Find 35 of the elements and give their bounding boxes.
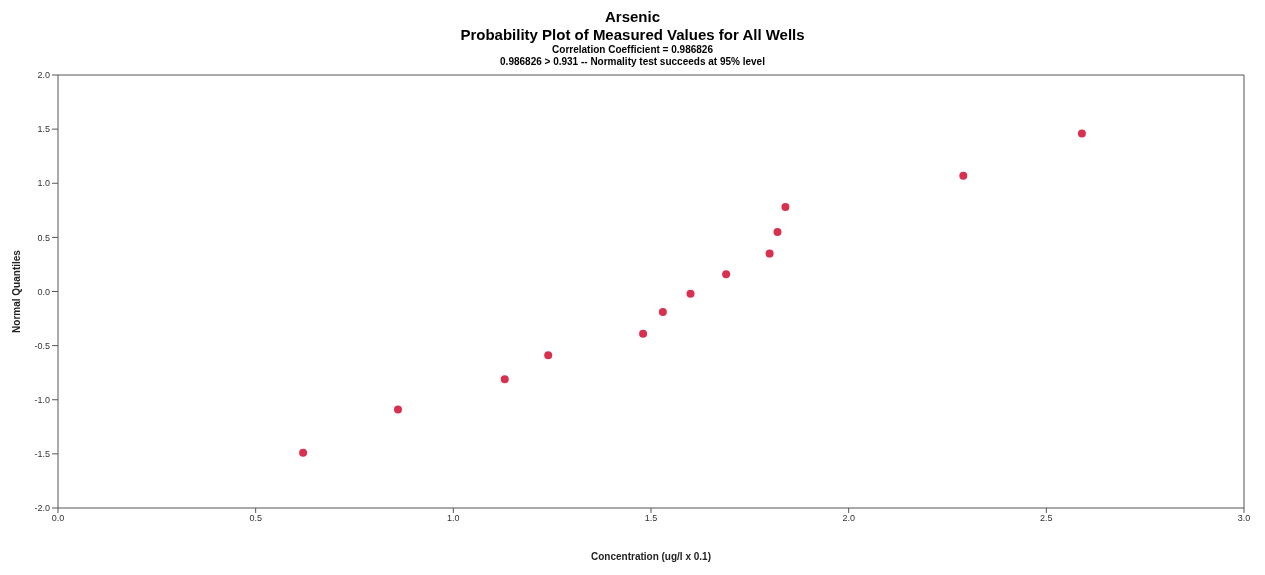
y-tick-label: 2.0 <box>37 70 50 81</box>
point <box>773 227 782 236</box>
point <box>765 249 774 258</box>
y-tick-label: -1.5 <box>34 449 50 460</box>
x-tick-label: 1.5 <box>644 513 658 524</box>
point <box>686 289 695 298</box>
chart-subtitle: Probability Plot of Measured Values for All Wells <box>459 26 806 44</box>
x-axis-title: Concentration (ug/l x 0.1) <box>590 551 712 562</box>
y-tick-label: 1.0 <box>37 178 50 189</box>
point <box>781 203 790 212</box>
point <box>959 171 968 180</box>
point <box>544 351 553 360</box>
point <box>393 405 402 414</box>
point <box>1077 129 1086 138</box>
point <box>299 448 308 457</box>
y-tick-label: 0.0 <box>37 286 50 297</box>
point <box>658 308 667 317</box>
x-tick-label: 2.0 <box>842 513 855 524</box>
y-tick-label: 1.5 <box>37 124 50 135</box>
text: 0.986826 > 0.931 -- Normality test succeeds at 95% level <box>499 56 766 68</box>
point <box>500 375 509 384</box>
y-axis-title: Normal Quantiles <box>10 249 22 333</box>
x-tick-label: 0.5 <box>249 513 262 524</box>
point <box>639 329 648 338</box>
x-tick-label: 3.0 <box>1237 513 1251 524</box>
y-tick-label: -2.0 <box>34 503 50 514</box>
point <box>722 270 731 279</box>
x-tick-label: 1.0 <box>447 513 460 524</box>
text: Correlation Coefficient = 0.986826 <box>551 44 714 56</box>
y-tick-label: -0.5 <box>34 340 50 351</box>
y-tick-label: 0.5 <box>37 232 50 243</box>
x-tick-label: 2.5 <box>1040 513 1053 524</box>
x-tick-label: 0.0 <box>51 513 65 524</box>
y-tick-label: -1.0 <box>34 394 50 405</box>
chart-title: Arsenic <box>604 8 661 26</box>
